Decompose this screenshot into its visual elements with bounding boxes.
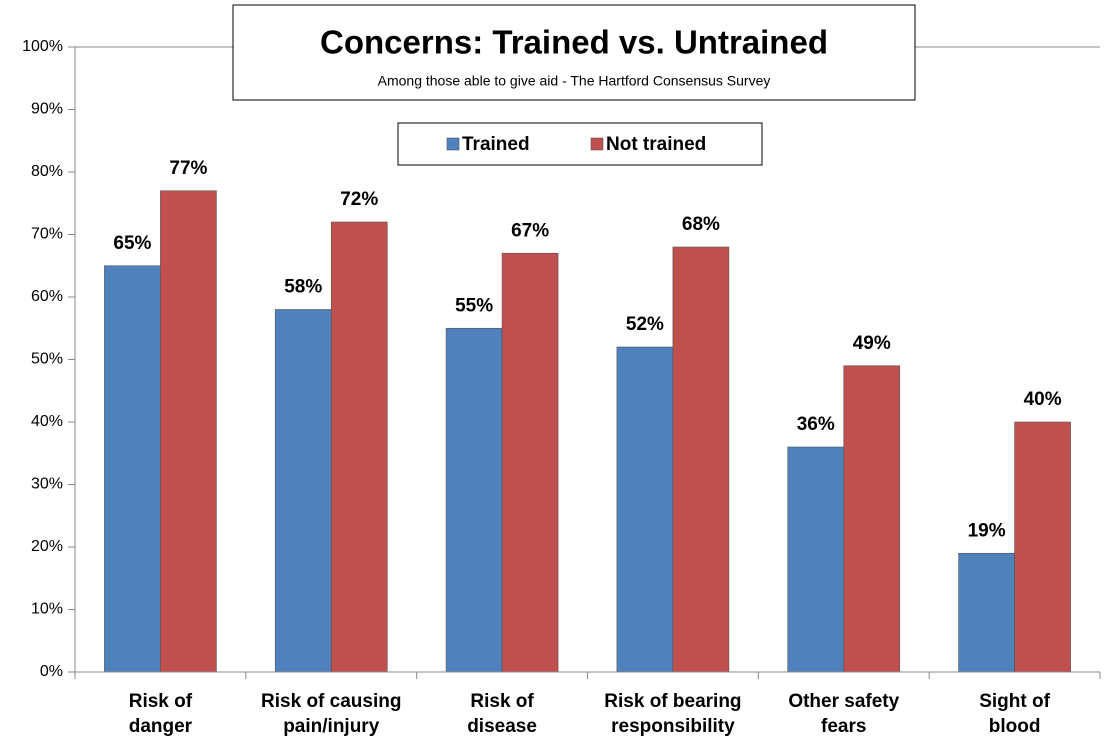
x-tick-label: Other safety — [788, 691, 899, 712]
data-label: 77% — [169, 158, 207, 179]
data-label: 67% — [511, 220, 549, 241]
y-tick-label: 60% — [31, 288, 63, 305]
x-tick-label: Risk of bearing — [604, 691, 741, 712]
data-label: 52% — [626, 314, 664, 335]
data-label: 65% — [113, 233, 151, 254]
bar — [274, 309, 332, 673]
title-box — [232, 4, 916, 101]
data-label: 55% — [455, 295, 493, 316]
bar — [501, 252, 559, 673]
chart-subtitle: Among those able to give aid - The Hartf… — [378, 73, 771, 89]
bar — [330, 221, 388, 673]
x-tick-label: disease — [467, 716, 537, 737]
bar — [672, 246, 730, 673]
y-tick-label: 10% — [31, 601, 63, 618]
data-label: 72% — [340, 189, 378, 210]
bar — [787, 446, 845, 673]
y-tick-label: 0% — [40, 663, 63, 680]
plot-area: 0% 10% 20% 30% 40% 50% 60% 70% 80% 90% 100% 65% 77% R… — [22, 38, 1101, 737]
y-tick-label: 90% — [31, 101, 63, 118]
bar — [160, 190, 217, 673]
data-label: 68% — [682, 214, 720, 235]
bar — [445, 327, 503, 673]
x-tick-label: Risk of — [129, 691, 193, 712]
y-tick-label: 40% — [31, 413, 63, 430]
y-tick-label: 30% — [31, 476, 63, 493]
x-tick-label: fears — [821, 716, 866, 737]
legend-label: Trained — [462, 134, 530, 155]
bar — [958, 552, 1015, 673]
chart-title: Concerns: Trained vs. Untrained — [320, 24, 828, 61]
x-tick-label: responsibility — [611, 716, 735, 737]
bar — [104, 265, 161, 673]
y-tick-label: 100% — [22, 38, 63, 55]
y-tick-label: 50% — [31, 351, 63, 368]
y-tick-label: 70% — [31, 226, 63, 243]
x-tick-label: Sight of — [979, 691, 1050, 712]
data-label: 19% — [968, 520, 1006, 541]
y-tick-label: 20% — [31, 538, 63, 555]
x-tick-label: danger — [129, 716, 193, 737]
data-label: 36% — [797, 414, 835, 435]
data-label: 40% — [1024, 389, 1062, 410]
data-label: 49% — [853, 333, 891, 354]
x-tick-label: blood — [989, 716, 1041, 737]
x-tick-label: Risk of — [470, 691, 534, 712]
x-tick-label: pain/injury — [283, 716, 380, 737]
y-tick-label: 80% — [31, 163, 63, 180]
legend-swatch — [446, 137, 460, 151]
bar — [1014, 421, 1071, 673]
bar — [843, 365, 901, 673]
data-label: 58% — [284, 277, 322, 298]
x-tick-label: Risk of causing — [261, 691, 401, 712]
legend: Trained Not trained — [446, 134, 706, 155]
bar — [616, 346, 674, 673]
legend-swatch — [590, 137, 604, 151]
legend-label: Not trained — [606, 134, 706, 155]
